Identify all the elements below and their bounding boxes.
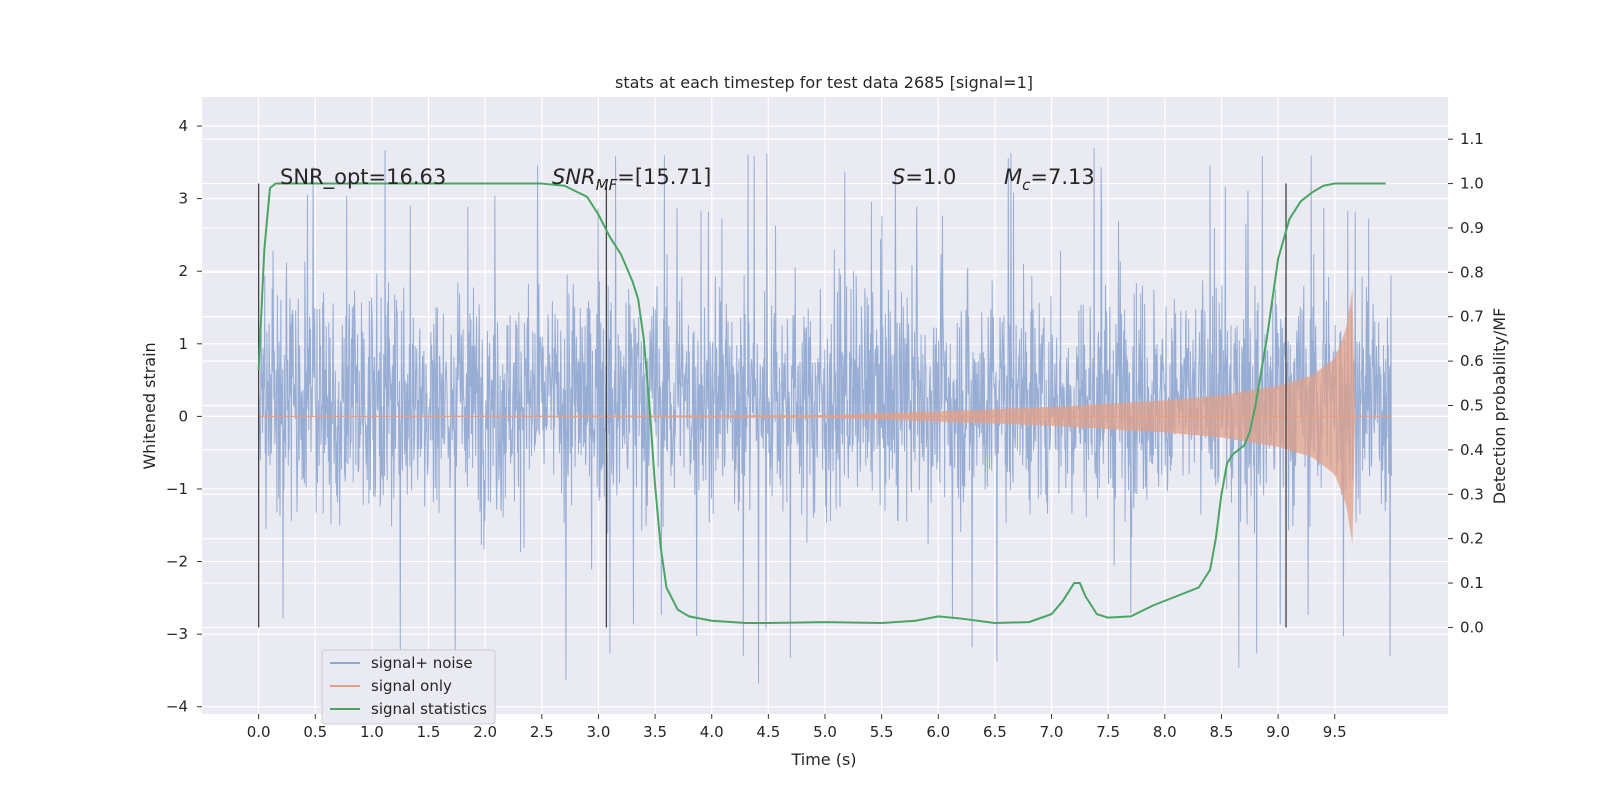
s-tail: =1.0 — [905, 165, 956, 189]
x-tick-label: 5.5 — [870, 723, 894, 741]
y-right-tick-label: 1.1 — [1460, 130, 1484, 148]
signal-statistics-series — [257, 182, 1386, 624]
x-tick-label: 9.5 — [1323, 723, 1347, 741]
y-left-tick-label: −4 — [166, 698, 188, 716]
x-tick-label: 1.0 — [360, 723, 384, 741]
x-tick-label: 0.0 — [247, 723, 271, 741]
y-right-tick-label: 0.1 — [1460, 574, 1484, 592]
y-left-tick-label: −1 — [166, 480, 188, 498]
snr-mf-annotation: SNRMF=[15.71] — [552, 165, 711, 194]
legend-label-signal-noise: signal+ noise — [371, 654, 473, 672]
y-right-tick-label: 0.6 — [1460, 352, 1484, 370]
x-axis-label: Time (s) — [790, 750, 856, 769]
x-tick-label: 3.0 — [587, 723, 611, 741]
y-left-tick-label: 3 — [178, 190, 188, 208]
x-tick-label: 6.0 — [926, 723, 950, 741]
signal-only-series — [258, 288, 1392, 544]
x-axis-ticks: 0.0 0.5 1.0 1.5 2.0 2.5 3.0 3.5 4.0 4.5 5.0 5.5 6.0 6… — [247, 714, 1347, 741]
x-tick-label: 1.5 — [417, 723, 441, 741]
x-tick-label: 8.5 — [1210, 723, 1234, 741]
x-tick-label: 2.0 — [473, 723, 497, 741]
y-right-tick-label: 0.4 — [1460, 441, 1484, 459]
y-left-tick-label: 0 — [178, 407, 188, 425]
mc-sub: c — [1022, 176, 1031, 194]
y-left-tick-label: 2 — [178, 262, 188, 280]
y-right-axis-label: Detection probability/MF — [1490, 308, 1509, 505]
x-tick-label: 4.5 — [756, 723, 780, 741]
y-right-tick-label: 0.2 — [1460, 530, 1484, 548]
x-tick-label: 7.5 — [1096, 723, 1120, 741]
y-right-axis-ticks: 0.0 0.1 0.2 0.3 0.4 0.5 0.6 0.7 0.8 0.9 1.0 1.1 — [1448, 130, 1484, 636]
x-tick-label: 0.5 — [303, 723, 327, 741]
y-right-tick-label: 0.9 — [1460, 219, 1484, 237]
y-left-tick-label: 4 — [178, 117, 188, 135]
y-left-axis-label: Whitened strain — [140, 342, 159, 469]
chart-title: stats at each timestep for test data 268… — [615, 73, 1033, 92]
x-tick-label: 7.0 — [1040, 723, 1064, 741]
y-right-tick-label: 0.5 — [1460, 397, 1484, 415]
x-tick-label: 5.0 — [813, 723, 837, 741]
x-tick-label: 4.0 — [700, 723, 724, 741]
x-tick-label: 9.0 — [1266, 723, 1290, 741]
y-left-tick-label: 1 — [178, 335, 188, 353]
y-left-tick-label: −2 — [166, 553, 188, 571]
y-right-tick-label: 0.3 — [1460, 485, 1484, 503]
snr-mf-tail: =[15.71] — [617, 165, 711, 189]
legend-label-signal-statistics: signal statistics — [371, 700, 487, 718]
mc-tail: =7.13 — [1030, 165, 1094, 189]
y-left-axis-ticks: −4 −3 −2 −1 0 1 2 3 4 — [166, 117, 202, 716]
x-tick-label: 6.5 — [983, 723, 1007, 741]
legend: signal+ noise signal only signal statist… — [321, 649, 496, 725]
y-right-tick-label: 0.0 — [1460, 618, 1484, 636]
legend-label-signal-only: signal only — [371, 677, 452, 695]
snr-mf-base: SNR — [552, 165, 596, 189]
x-tick-label: 2.5 — [530, 723, 554, 741]
y-right-tick-label: 0.8 — [1460, 263, 1484, 281]
y-left-tick-label: −3 — [166, 625, 188, 643]
signal-statistics-line — [257, 182, 1386, 624]
s-annotation: S=1.0 — [892, 165, 956, 189]
y-right-tick-label: 0.7 — [1460, 308, 1484, 326]
x-tick-label: 3.5 — [643, 723, 667, 741]
s-base: S — [892, 165, 905, 189]
mc-base: M — [1004, 165, 1022, 189]
x-tick-label: 8.0 — [1153, 723, 1177, 741]
mc-annotation: Mc=7.13 — [1004, 165, 1095, 194]
legend-box — [321, 649, 496, 725]
vertical-markers — [257, 183, 1287, 628]
snr-mf-sub: MF — [596, 176, 618, 194]
y-right-tick-label: 1.0 — [1460, 175, 1484, 193]
snr-opt-annotation: SNR_opt=16.63 — [280, 165, 446, 190]
